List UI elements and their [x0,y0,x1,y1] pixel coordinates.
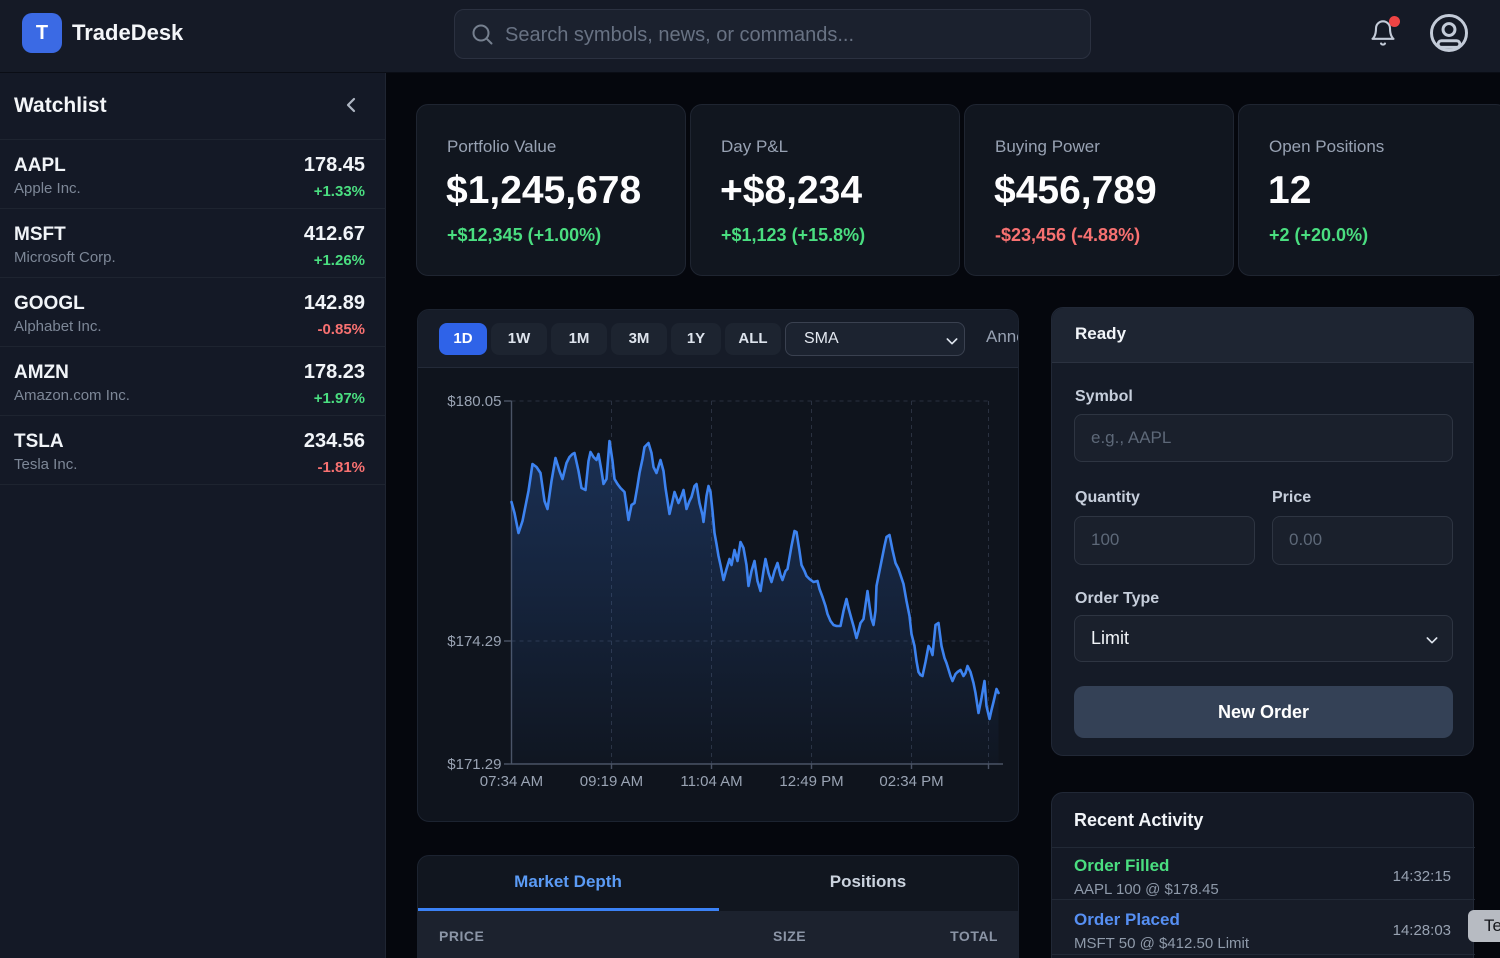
svg-text:12:49 PM: 12:49 PM [779,773,843,790]
svg-text:$171.29: $171.29 [447,756,501,773]
svg-text:11:04 AM: 11:04 AM [680,773,742,790]
svg-text:$180.05: $180.05 [447,393,501,410]
svg-text:$174.29: $174.29 [447,633,501,650]
svg-text:09:19 AM: 09:19 AM [580,773,643,790]
svg-text:02:34 PM: 02:34 PM [879,773,943,790]
svg-text:07:34 AM: 07:34 AM [480,773,543,790]
